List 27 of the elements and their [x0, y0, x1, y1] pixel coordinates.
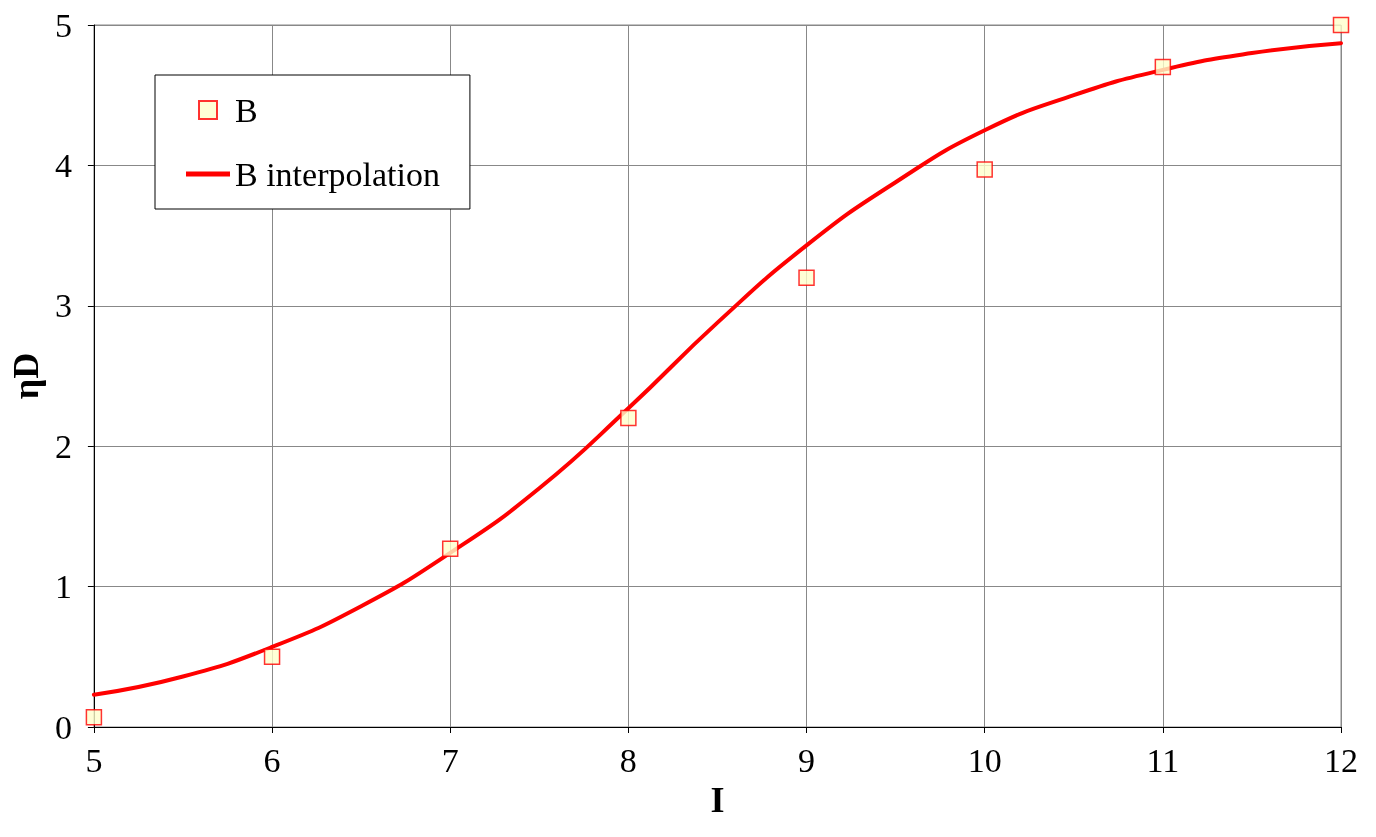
x-tick-label: 9: [798, 741, 816, 779]
y-axis-title: ηD: [6, 352, 46, 400]
y-tick-label: 4: [54, 146, 72, 184]
legend-label: B: [235, 91, 258, 129]
x-tick-label: 11: [1146, 741, 1180, 779]
point: [441, 540, 459, 557]
x-tick-label: 5: [85, 741, 103, 779]
y-tick-label: 5: [54, 6, 72, 44]
y-tick-label: 2: [54, 427, 72, 465]
legend-label: B interpolation: [235, 155, 440, 193]
x-tick-label: 6: [263, 741, 281, 779]
point: [976, 161, 993, 178]
x-tick-label: 7: [441, 741, 459, 779]
line-series: [91, 41, 1343, 697]
y-tick-label: 0: [54, 708, 72, 746]
x-tick-label: 8: [619, 741, 637, 779]
x-axis-title: I: [710, 779, 725, 820]
point: [85, 708, 103, 726]
point: [798, 269, 815, 286]
point: [1332, 16, 1350, 34]
y-tick-label: 3: [54, 287, 72, 325]
point: [620, 409, 637, 427]
x-tick-label: 10: [967, 741, 1002, 779]
point: [1154, 58, 1172, 76]
x-tick-label: 12: [1324, 741, 1358, 779]
point: [263, 648, 281, 666]
y-tick-label: 1: [54, 568, 72, 606]
